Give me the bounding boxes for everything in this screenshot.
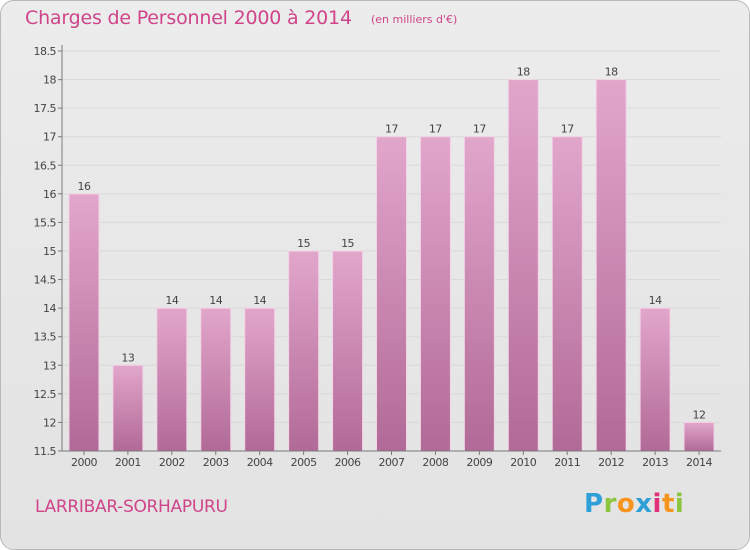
bar <box>639 307 671 452</box>
data-label: 17 <box>561 123 574 136</box>
bar <box>156 307 188 452</box>
data-label: 14 <box>209 294 222 307</box>
data-label: 12 <box>693 408 706 421</box>
bar <box>595 79 627 452</box>
data-label: 15 <box>297 237 310 250</box>
logo-letter: r <box>603 489 617 519</box>
y-tick-label: 13 <box>43 359 56 372</box>
x-tick-label: 2011 <box>554 456 580 469</box>
x-tick-label: 2013 <box>642 456 668 469</box>
chart-unit: (en milliers d'€) <box>371 13 458 26</box>
bar <box>683 421 715 452</box>
y-tick-label: 12 <box>43 416 56 429</box>
logo-letter: P <box>584 489 604 519</box>
x-tick-label: 2010 <box>510 456 536 469</box>
bar <box>332 250 364 452</box>
data-label: 14 <box>649 294 662 307</box>
y-tick-label: 18.5 <box>34 45 57 58</box>
bar <box>551 136 583 452</box>
y-tick-label: 12.5 <box>34 388 57 401</box>
y-tick-label: 18 <box>43 74 56 87</box>
logo-letter: t <box>661 489 675 519</box>
bar <box>419 136 451 452</box>
logo-letter: x <box>635 489 653 519</box>
x-tick-label: 2004 <box>247 456 273 469</box>
data-label: 16 <box>77 180 90 193</box>
y-tick-label: 14.5 <box>34 274 57 287</box>
logo-letter: o <box>616 489 636 519</box>
bar <box>463 136 495 452</box>
bar <box>68 193 100 452</box>
y-tick-label: 13.5 <box>34 331 57 344</box>
data-label: 15 <box>341 237 354 250</box>
labels: 11.5 12 12.5 13 13.5 14 14.5 15 15.5 16 16.5 17 17.5… <box>34 45 714 469</box>
x-tick-label: 2003 <box>203 456 229 469</box>
y-tick-label: 15 <box>43 245 56 258</box>
chart-title: Charges de Personnel 2000 à 2014 <box>25 7 352 29</box>
x-tick-label: 2007 <box>379 456 405 469</box>
bar <box>288 250 320 452</box>
y-tick-label: 17 <box>43 131 56 144</box>
data-label: 17 <box>429 123 442 136</box>
x-tick-label: 2005 <box>291 456 317 469</box>
data-label: 13 <box>121 351 134 364</box>
data-label: 18 <box>605 66 618 79</box>
axes <box>58 45 721 455</box>
bar <box>244 307 276 452</box>
bar <box>200 307 232 452</box>
x-tick-label: 2009 <box>466 456 492 469</box>
commune-name: LARRIBAR-SORHAPURU <box>35 497 228 517</box>
y-tick-label: 15.5 <box>34 216 57 229</box>
proxiti-logo: Proxiti <box>584 489 684 519</box>
bar <box>376 136 407 452</box>
y-tick-label: 14 <box>43 302 56 315</box>
logo-letter: i <box>652 489 662 519</box>
x-tick-label: 2012 <box>598 456 624 469</box>
y-tick-label: 11.5 <box>34 445 57 458</box>
x-tick-label: 2000 <box>71 456 97 469</box>
logo-letter: i <box>674 489 685 519</box>
y-tick-label: 17.5 <box>34 102 57 115</box>
x-tick-label: 2014 <box>686 456 712 469</box>
y-tick-label: 16 <box>43 188 56 201</box>
data-label: 18 <box>517 66 530 79</box>
bar <box>112 364 144 452</box>
data-label: 17 <box>473 123 486 136</box>
x-tick-label: 2002 <box>159 456 185 469</box>
data-label: 17 <box>385 123 398 136</box>
x-tick-label: 2001 <box>115 456 141 469</box>
data-label: 14 <box>253 294 266 307</box>
x-tick-label: 2008 <box>422 456 448 469</box>
data-label: 14 <box>165 294 178 307</box>
x-tick-label: 2006 <box>335 456 361 469</box>
bar <box>507 79 539 452</box>
y-tick-label: 16.5 <box>34 159 57 172</box>
